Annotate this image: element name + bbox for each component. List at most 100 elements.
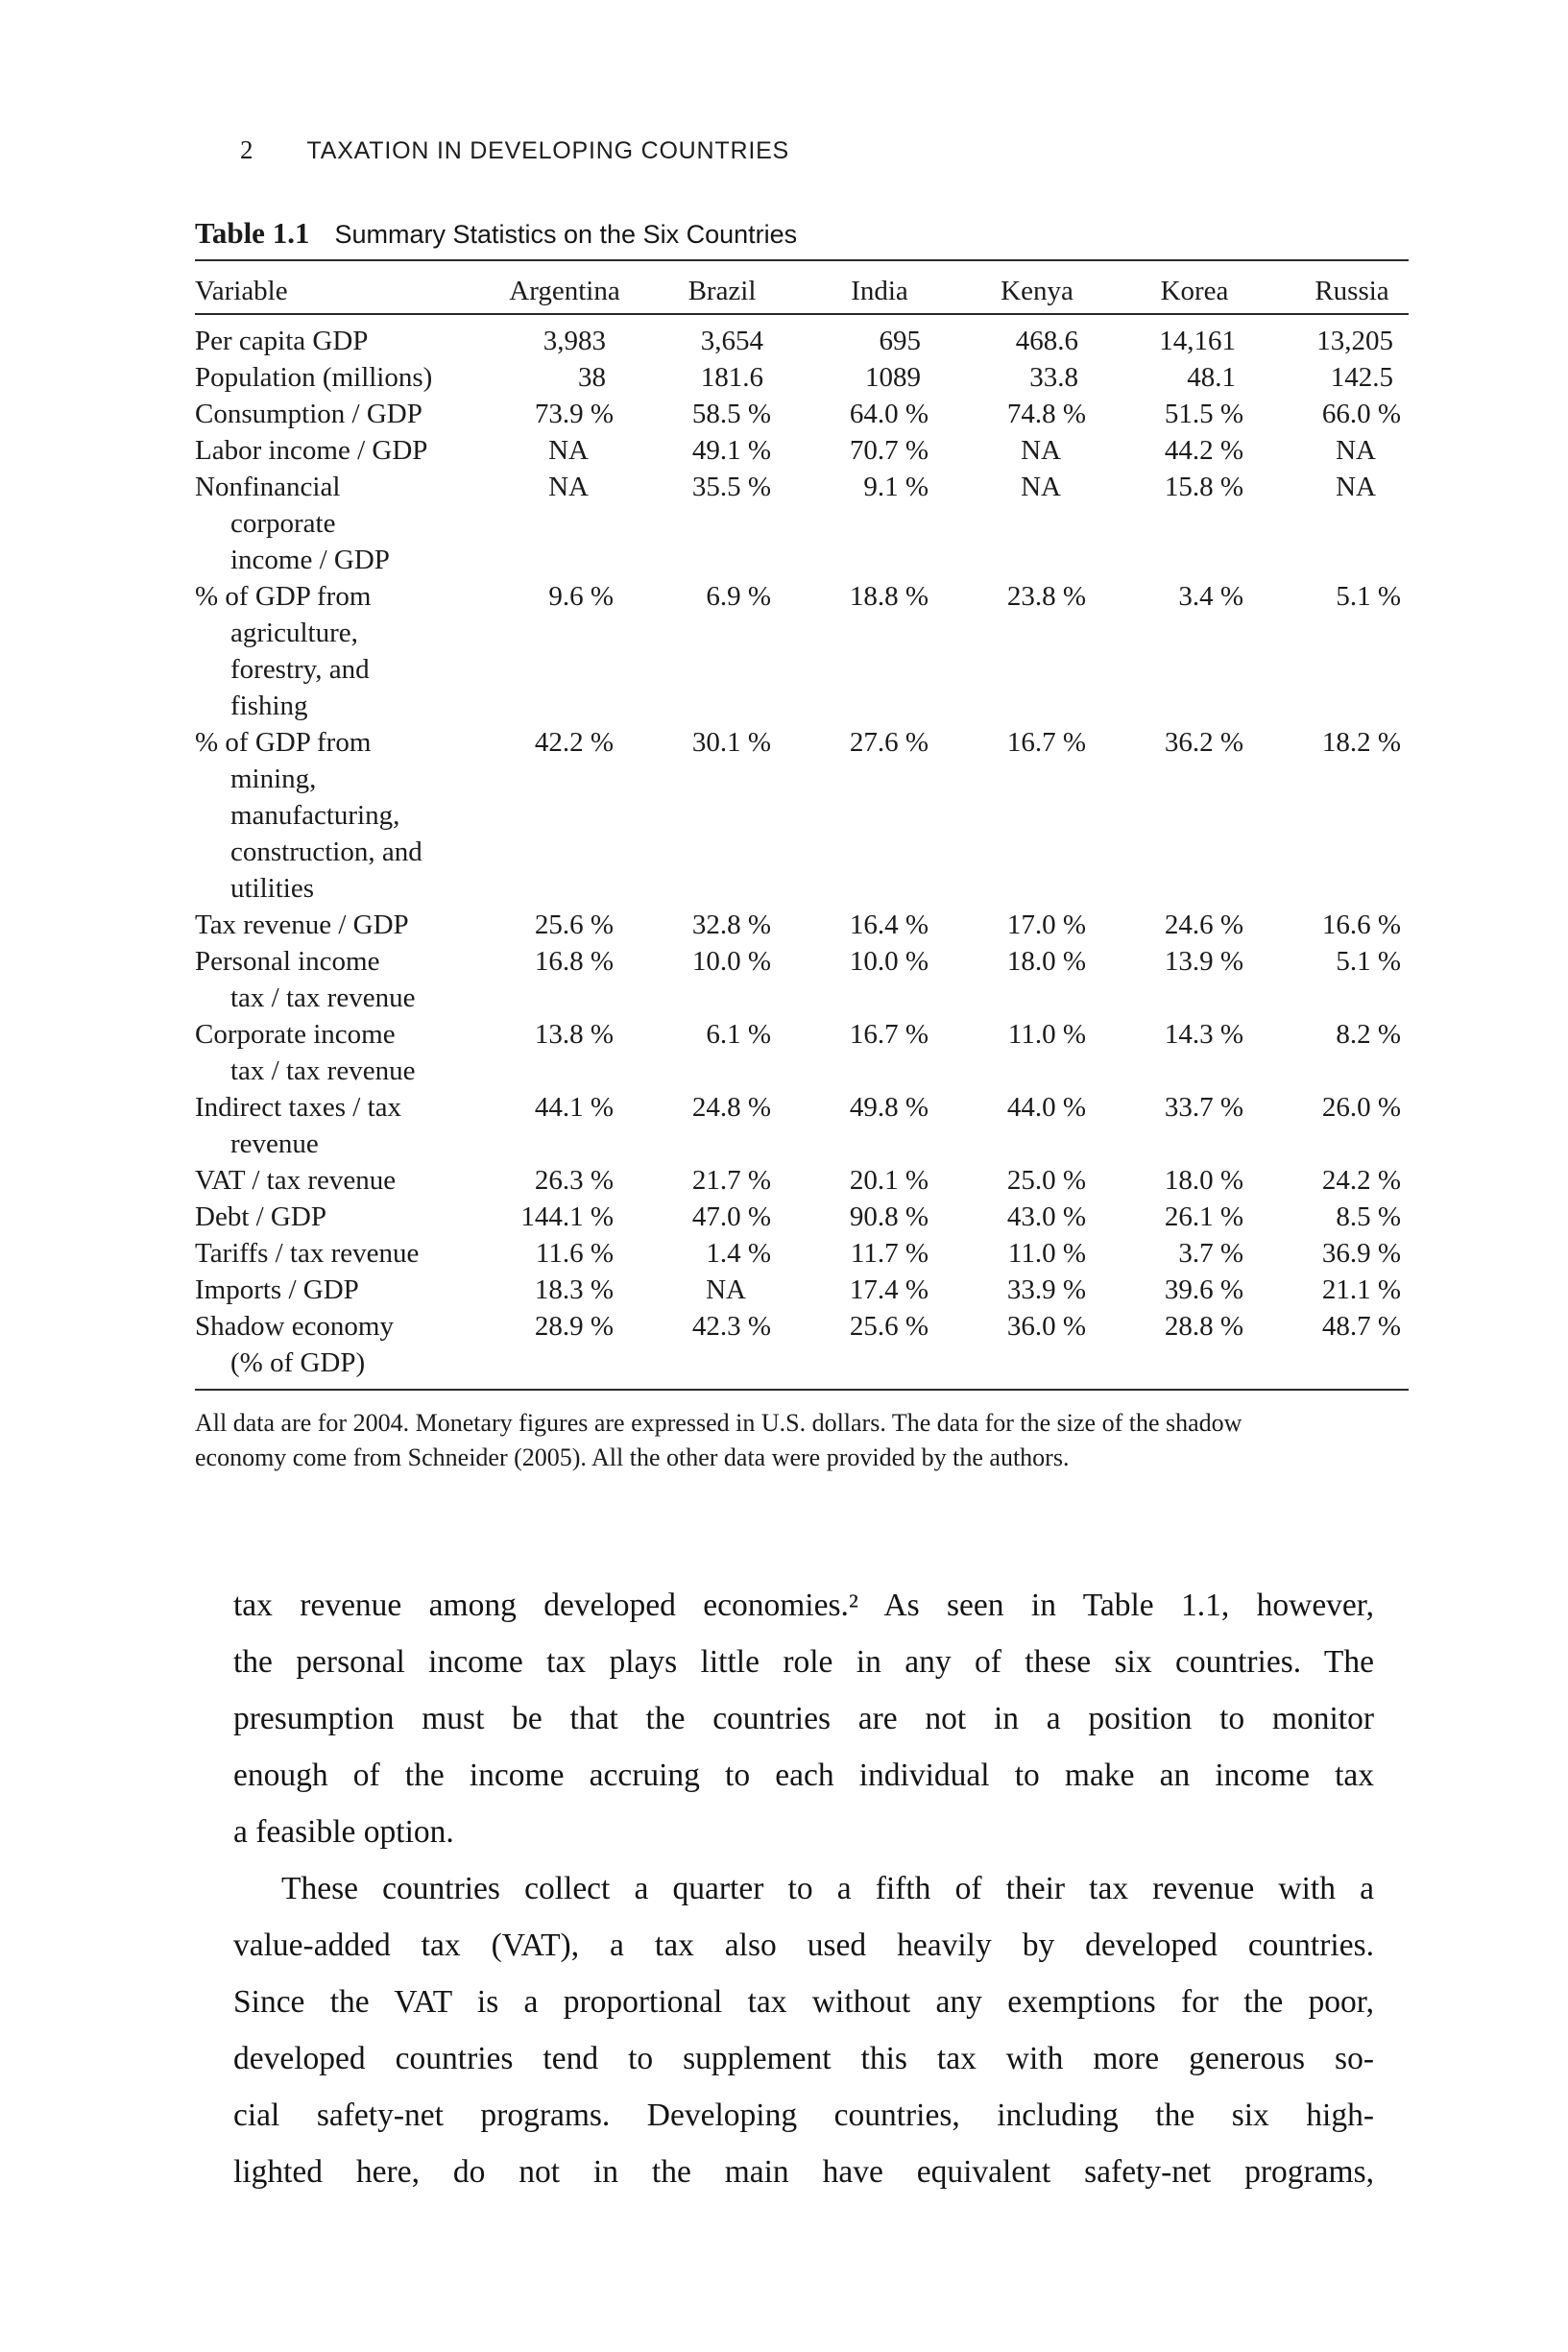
value-cell: 39.6 % bbox=[1164, 1274, 1243, 1305]
value-cell: 13.9 % bbox=[1164, 946, 1243, 977]
variable-label-line: Shadow economy bbox=[195, 1311, 394, 1342]
variable-label-line: Labor income / GDP bbox=[195, 435, 428, 466]
value-cell: 468.6 bbox=[1015, 326, 1078, 356]
value-cell: 11.7 % bbox=[850, 1238, 929, 1269]
value-cell: 13,205 bbox=[1316, 326, 1393, 356]
value-cell: 142.5 bbox=[1330, 362, 1393, 393]
variable-cell: Consumption / GDP bbox=[195, 396, 464, 432]
value-cell: 48.1 bbox=[1187, 362, 1236, 393]
footnote-line: economy come from Schneider (2005). All … bbox=[195, 1443, 1070, 1471]
column-header-india: India bbox=[779, 260, 936, 315]
running-head-title: TAXATION IN DEVELOPING COUNTRIES bbox=[306, 137, 790, 164]
value-cell: 24.2 % bbox=[1321, 1165, 1401, 1196]
value-cell: 14,161 bbox=[1159, 326, 1236, 356]
value-cell: 51.5 % bbox=[1164, 399, 1243, 429]
variable-cell: VAT / tax revenue bbox=[195, 1162, 464, 1199]
table-row: VAT / tax revenue 26.3 % 21.7 % 20.1 % 25.0 … bbox=[195, 1162, 1409, 1199]
body-line: presumption must be that the countries a… bbox=[233, 1701, 1374, 1736]
body-line: lighted here, do not in the main have eq… bbox=[233, 2154, 1374, 2190]
value-cell: 18.8 % bbox=[849, 581, 929, 612]
value-cell: 6.9 % bbox=[706, 581, 771, 612]
variable-label-line: forestry, and bbox=[230, 654, 370, 685]
variable-label-line: Consumption / GDP bbox=[195, 399, 422, 429]
table-1-1-block: Table 1.1 Summary Statistics on the Six … bbox=[195, 216, 1409, 1475]
variable-cell: Personal income tax / tax revenue bbox=[195, 943, 464, 1016]
variable-label-line: Personal income bbox=[195, 946, 380, 977]
value-cell: 10.0 % bbox=[849, 946, 929, 977]
value-cell: 70.7 % bbox=[849, 435, 929, 466]
table-row: Imports / GDP 18.3 % NA 17.4 % 33.9 % 39.6 % 2… bbox=[195, 1272, 1409, 1308]
value-cell: 35.5 % bbox=[691, 472, 771, 502]
value-cell: 21.7 % bbox=[691, 1165, 771, 1196]
value-cell: 25.6 % bbox=[849, 1311, 929, 1342]
variable-label-line: revenue bbox=[230, 1128, 319, 1159]
column-header-argentina: Argentina bbox=[464, 260, 621, 315]
table-row: Corporate income tax / tax revenue 13.8 % 6… bbox=[195, 1016, 1409, 1089]
table-row: Personal income tax / tax revenue 16.8 % 10… bbox=[195, 943, 1409, 1016]
value-cell: 48.7 % bbox=[1321, 1311, 1401, 1342]
value-cell: 3,983 bbox=[543, 326, 606, 356]
variable-label-line: Corporate income bbox=[195, 1019, 396, 1050]
variable-label-line: construction, and bbox=[230, 837, 422, 867]
table-header-row: Variable Argentina Brazil India Kenya Korea Ru… bbox=[195, 260, 1409, 315]
variable-label-line: Population (millions) bbox=[195, 362, 433, 393]
table-footnote: All data are for 2004. Monetary figures … bbox=[195, 1406, 1409, 1475]
value-cell: 73.9 % bbox=[534, 399, 614, 429]
value-cell: 16.8 % bbox=[534, 946, 614, 977]
summary-statistics-table: Variable Argentina Brazil India Kenya Korea Ru… bbox=[195, 259, 1409, 1391]
column-header-kenya: Kenya bbox=[936, 260, 1094, 315]
value-cell: 25.6 % bbox=[534, 909, 614, 940]
value-cell: 3.4 % bbox=[1178, 581, 1243, 612]
value-cell: 36.0 % bbox=[1006, 1311, 1086, 1342]
value-cell: 3,654 bbox=[700, 326, 763, 356]
variable-cell: Nonfinancial corporate income / GDP bbox=[195, 469, 464, 578]
value-cell: 58.5 % bbox=[691, 399, 771, 429]
value-cell: 18.0 % bbox=[1006, 946, 1086, 977]
value-cell: 36.9 % bbox=[1321, 1238, 1401, 1269]
variable-label-line: Debt / GDP bbox=[195, 1201, 326, 1232]
body-line: enough of the income accruing to each in… bbox=[233, 1758, 1374, 1793]
value-cell: 27.6 % bbox=[849, 727, 929, 758]
variable-cell: Indirect taxes / tax revenue bbox=[195, 1089, 464, 1162]
table-row: Tax revenue / GDP 25.6 % 32.8 % 16.4 % 17.0 … bbox=[195, 907, 1409, 943]
column-header-brazil: Brazil bbox=[621, 260, 779, 315]
table-row: Nonfinancial corporate income / GDP NA 35.5 … bbox=[195, 469, 1409, 578]
table-row: Tariffs / tax revenue 11.6 % 1.4 % 11.7 % 11… bbox=[195, 1235, 1409, 1272]
value-cell: 33.8 bbox=[1029, 362, 1078, 393]
value-cell: 9.1 % bbox=[863, 472, 929, 502]
variable-cell: % of GDP from agriculture, forestry, and fi… bbox=[195, 578, 464, 724]
variable-cell: Tax revenue / GDP bbox=[195, 907, 464, 943]
value-cell: 44.1 % bbox=[534, 1092, 614, 1123]
variable-cell: Tariffs / tax revenue bbox=[195, 1235, 464, 1272]
body-line: value-added tax (VAT), a tax also used h… bbox=[233, 1928, 1374, 1963]
table-caption-text: Summary Statistics on the Six Countries bbox=[334, 220, 798, 249]
value-cell: 20.1 % bbox=[849, 1165, 929, 1196]
value-cell: 24.8 % bbox=[691, 1092, 771, 1123]
value-cell: 11.0 % bbox=[1007, 1019, 1086, 1050]
paragraph: These countries collect a quarter to a f… bbox=[233, 1860, 1374, 2200]
value-cell: 74.8 % bbox=[1006, 399, 1086, 429]
variable-label-line: (% of GDP) bbox=[230, 1347, 366, 1378]
running-head: 2 TAXATION IN DEVELOPING COUNTRIES bbox=[240, 135, 789, 165]
value-cell: 18.2 % bbox=[1321, 727, 1401, 758]
variable-label-line: Nonfinancial bbox=[195, 472, 341, 502]
value-cell: 17.4 % bbox=[849, 1274, 929, 1305]
value-cell: 66.0 % bbox=[1321, 399, 1401, 429]
value-cell: NA bbox=[1021, 472, 1061, 502]
value-cell: 21.1 % bbox=[1321, 1274, 1401, 1305]
value-cell: 44.2 % bbox=[1164, 435, 1243, 466]
variable-cell: Corporate income tax / tax revenue bbox=[195, 1016, 464, 1089]
value-cell: 14.3 % bbox=[1164, 1019, 1243, 1050]
value-cell: 1.4 % bbox=[706, 1238, 771, 1269]
variable-label-line: agriculture, bbox=[230, 618, 358, 648]
body-line: Since the VAT is a proportional tax with… bbox=[233, 1984, 1374, 2020]
value-cell: 30.1 % bbox=[691, 727, 771, 758]
table-row: Population (millions) 38 181.6 1089 33.8 48.1… bbox=[195, 359, 1409, 396]
value-cell: 144.1 % bbox=[520, 1201, 614, 1232]
body-text: tax revenue among developed economies.² … bbox=[233, 1577, 1374, 2200]
footnote-line: All data are for 2004. Monetary figures … bbox=[195, 1409, 1242, 1437]
value-cell: 18.3 % bbox=[534, 1274, 614, 1305]
variable-label-line: tax / tax revenue bbox=[230, 1055, 416, 1086]
variable-cell: Shadow economy (% of GDP) bbox=[195, 1308, 464, 1390]
table-row: Consumption / GDP 73.9 % 58.5 % 64.0 % 74.8 … bbox=[195, 396, 1409, 432]
